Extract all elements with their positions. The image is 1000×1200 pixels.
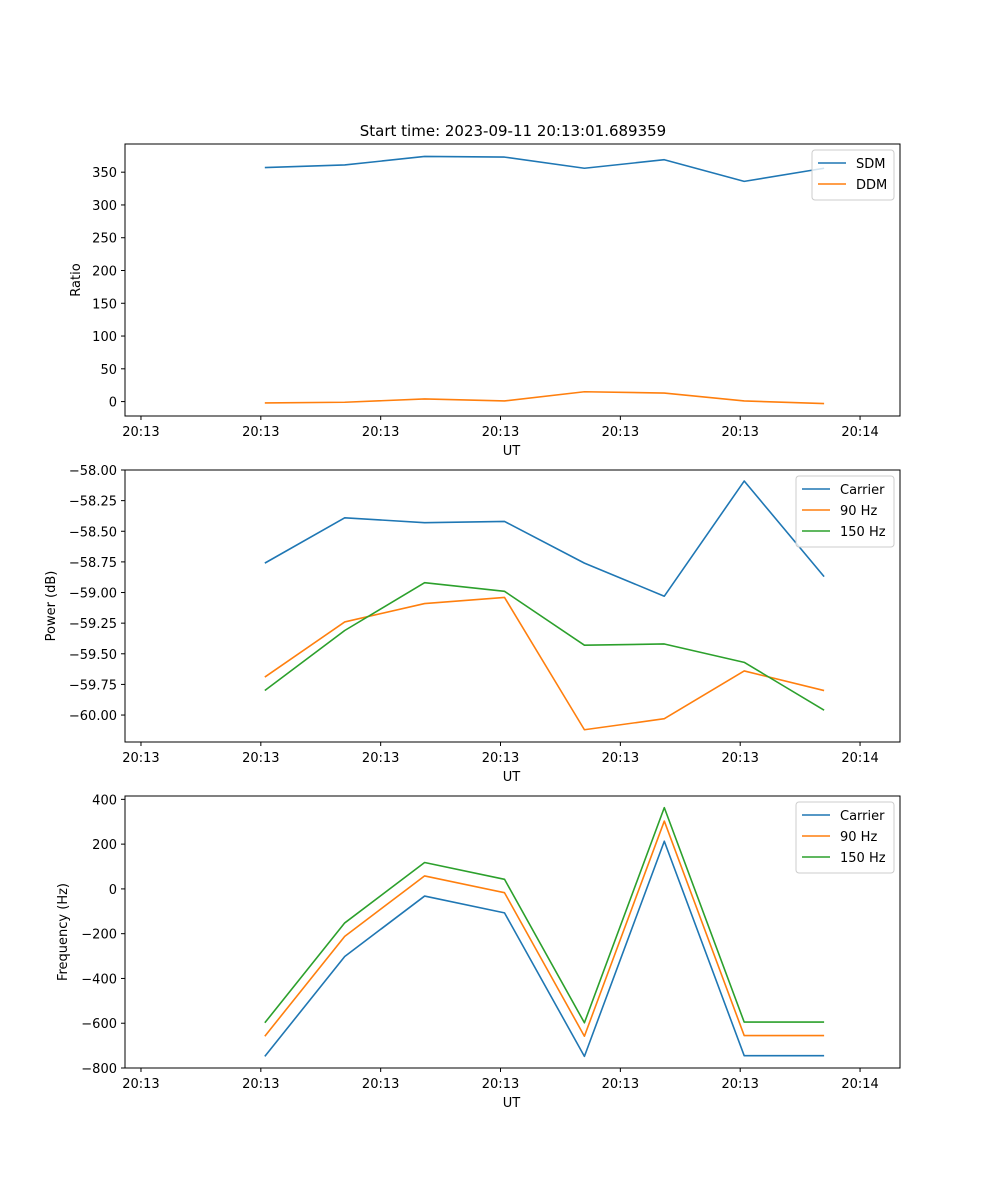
ratio-legend-label-ddm: DDM: [856, 178, 887, 193]
ratio-x-tick-label: 20:14: [841, 425, 878, 440]
ratio-series-ddm-line: [264, 390, 825, 405]
ratio-y-tick-label: 50: [100, 363, 117, 378]
power-legend-label-carrier: Carrier: [840, 483, 885, 498]
frequency-y-tick-label: 400: [92, 793, 117, 808]
frequency-y-tick-label: −800: [81, 1062, 117, 1077]
frequency-y-tick-label: 0: [109, 883, 117, 898]
ratio-x-tick-label: 20:13: [122, 425, 159, 440]
power-y-axis-label: Power (dB): [44, 571, 59, 642]
power-panel: 20:13 20:13 20:13 20:13 20:13 20:13 20:14 −60.0…: [44, 464, 901, 785]
ratio-y-tick-label: 0: [109, 396, 117, 411]
power-x-tick-label: 20:13: [242, 751, 279, 766]
power-y-tick-label: −58.25: [69, 495, 117, 510]
ratio-y-tick-label: 200: [92, 264, 117, 279]
power-y-tick-label: −59.50: [69, 648, 117, 663]
power-legend: Carrier 90 Hz 150 Hz: [795, 475, 895, 548]
power-series-90-hz-line: [264, 596, 825, 731]
frequency-legend-box: [795, 801, 895, 874]
power-legend-box: [795, 475, 895, 548]
power-y-tick-label: −59.25: [69, 617, 117, 632]
frequency-panel: 20:13 20:13 20:13 20:13 20:13 20:13 20:14 −800 −…: [56, 793, 901, 1111]
frequency-x-tick-label: 20:14: [841, 1077, 878, 1092]
power-x-tick-label: 20:13: [482, 751, 519, 766]
power-series-150-hz-line: [264, 581, 825, 711]
frequency-x-tick-label: 20:13: [482, 1077, 519, 1092]
ratio-x-tick-label: 20:13: [721, 425, 758, 440]
frequency-legend-label-90-hz: 90 Hz: [840, 830, 877, 845]
ratio-y-tick-label: 250: [92, 232, 117, 247]
frequency-x-tick-label: 20:13: [362, 1077, 399, 1092]
power-x-tick-label: 20:13: [362, 751, 399, 766]
ratio-x-tick-label: 20:13: [242, 425, 279, 440]
frequency-y-tick-label: 200: [92, 838, 117, 853]
ratio-x-axis-label: UT: [503, 444, 521, 459]
power-y-tick-label: −58.75: [69, 556, 117, 571]
ratio-y-tick-label: 100: [92, 330, 117, 345]
frequency-y-axis-label: Frequency (Hz): [56, 883, 71, 981]
power-x-tick-label: 20:13: [602, 751, 639, 766]
ratio-panel: 20:13 20:13 20:13 20:13 20:13 20:13 20:14 0 50 10…: [69, 143, 901, 459]
power-y-tick-label: −58.50: [69, 525, 117, 540]
power-axes-frame: [124, 469, 901, 743]
power-x-axis-label: UT: [503, 770, 521, 785]
power-legend-label-150-hz: 150 Hz: [840, 525, 886, 540]
power-x-tick-label: 20:14: [841, 751, 878, 766]
power-y-tick-label: −60.00: [69, 709, 117, 724]
frequency-series-carrier-line: [264, 840, 825, 1058]
ratio-series-sdm-line: [264, 155, 825, 183]
frequency-series-90-hz-line: [264, 820, 825, 1038]
ratio-legend-label-sdm: SDM: [856, 157, 885, 172]
power-y-tick-label: −59.75: [69, 678, 117, 693]
frequency-x-tick-label: 20:13: [122, 1077, 159, 1092]
ratio-legend: SDM DDM: [811, 149, 895, 201]
frequency-y-tick-label: −600: [81, 1017, 117, 1032]
ratio-y-tick-label: 150: [92, 297, 117, 312]
frequency-x-tick-label: 20:13: [721, 1077, 758, 1092]
power-y-tick-label: −59.00: [69, 587, 117, 602]
ratio-axes-frame: [124, 143, 901, 417]
ratio-x-tick-label: 20:13: [602, 425, 639, 440]
power-x-tick-label: 20:13: [122, 751, 159, 766]
frequency-x-axis-label: UT: [503, 1096, 521, 1111]
ratio-y-tick-label: 350: [92, 166, 117, 181]
chart-title: Start time: 2023-09-11 20:13:01.689359: [360, 122, 666, 140]
ratio-y-axis-label: Ratio: [69, 263, 84, 296]
frequency-series-150-hz-line: [264, 806, 825, 1024]
frequency-y-tick-label: −200: [81, 928, 117, 943]
ratio-x-tick-label: 20:13: [362, 425, 399, 440]
frequency-axes-frame: [124, 795, 901, 1069]
frequency-y-tick-label: −400: [81, 972, 117, 987]
frequency-legend-label-150-hz: 150 Hz: [840, 851, 886, 866]
frequency-legend: Carrier 90 Hz 150 Hz: [795, 801, 895, 874]
frequency-legend-label-carrier: Carrier: [840, 809, 885, 824]
ratio-y-tick-label: 300: [92, 199, 117, 214]
power-y-tick-label: −58.00: [69, 464, 117, 479]
frequency-x-tick-label: 20:13: [602, 1077, 639, 1092]
power-series-carrier-line: [264, 480, 825, 598]
power-x-tick-label: 20:13: [721, 751, 758, 766]
frequency-x-tick-label: 20:13: [242, 1077, 279, 1092]
power-legend-label-90-hz: 90 Hz: [840, 504, 877, 519]
ratio-x-tick-label: 20:13: [482, 425, 519, 440]
